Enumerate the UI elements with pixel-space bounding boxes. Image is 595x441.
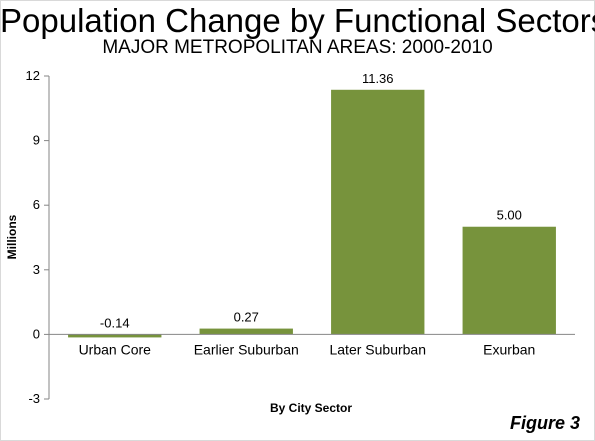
data-label: -0.14	[100, 315, 130, 330]
data-label: 5.00	[497, 208, 522, 223]
y-tick-label: -3	[28, 391, 40, 406]
y-tick-label: 3	[33, 262, 40, 277]
data-label: 11.36	[362, 71, 394, 86]
bar	[462, 226, 556, 335]
category-labels: Urban Core Earlier Suburban Later Suburban…	[79, 341, 536, 357]
data-label: 0.27	[234, 310, 259, 325]
chart-subtitle: MAJOR METROPOLITAN AREAS: 2000-2010	[102, 37, 493, 58]
y-tick-label: 0	[33, 326, 40, 341]
bar	[68, 334, 162, 338]
bar-series	[68, 89, 556, 338]
x-axis-title: By City Sector	[270, 401, 352, 415]
y-tick-label: 12	[26, 68, 40, 83]
chart-title: Population Change by Functional Sectors	[0, 2, 595, 39]
data-labels: -0.14 0.27 11.36 5.00	[100, 71, 522, 331]
axes	[48, 76, 575, 399]
category-label: Later Suburban	[329, 341, 426, 357]
y-axis-title: Millions	[5, 214, 19, 259]
category-label: Earlier Suburban	[194, 341, 299, 357]
bar	[199, 328, 293, 335]
category-label: Urban Core	[79, 341, 152, 357]
category-label: Exurban	[483, 341, 535, 357]
bar	[331, 89, 425, 335]
y-tick-label: 9	[33, 133, 40, 148]
figure-label: Figure 3	[509, 413, 580, 433]
y-axis-ticks: -3 0 3 6 9 12	[26, 68, 49, 406]
y-tick-label: 6	[33, 197, 40, 212]
